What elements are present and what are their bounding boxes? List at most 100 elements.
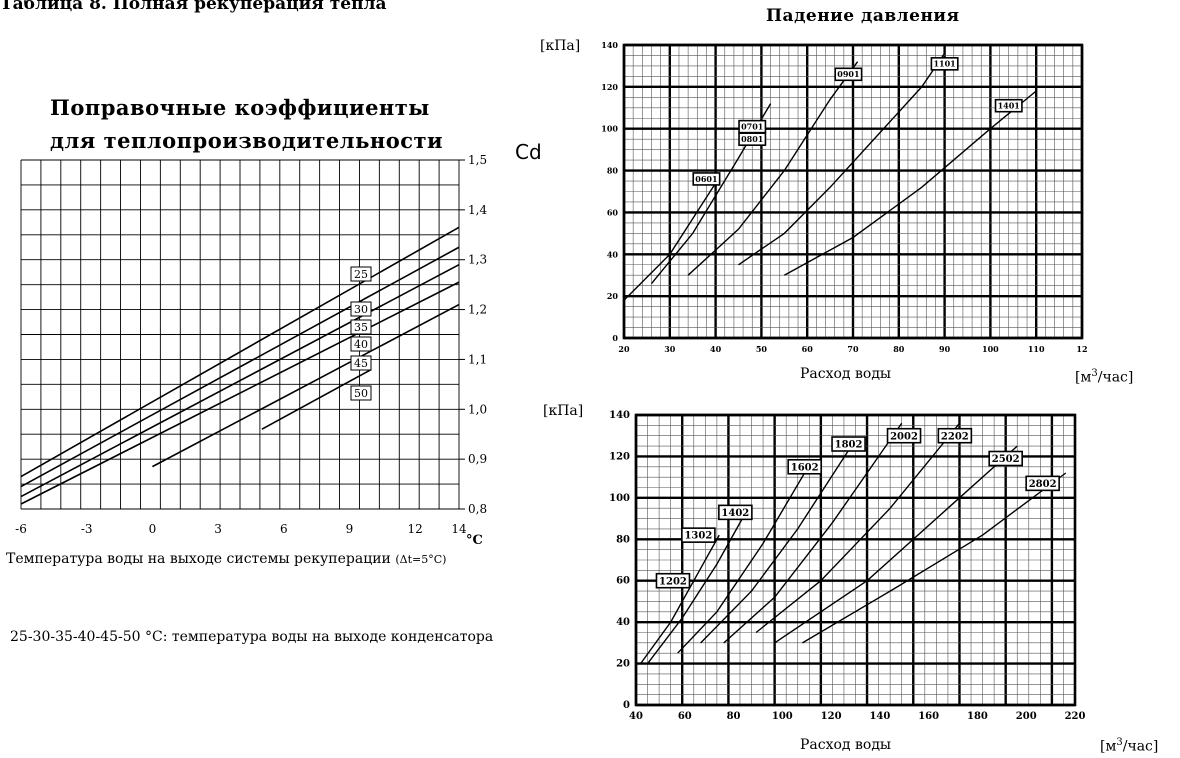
- bottom-series-line-2002: [755, 422, 961, 634]
- top-x-tick-label: 70: [847, 344, 859, 354]
- correction-chart-title-line2: для теплопроизводительности: [50, 128, 444, 153]
- top-series-label-box: [738, 132, 767, 146]
- series-label-50: 50: [354, 387, 368, 400]
- bottom-series-line-2502: [802, 472, 1067, 644]
- bottom-x-tick-label: 120: [821, 711, 842, 722]
- top-x-tick-label: 110: [1028, 344, 1045, 354]
- bottom-series-label-box: [937, 427, 973, 444]
- bottom-series-label-2002: 2002: [890, 431, 918, 442]
- series-label-45: 45: [354, 357, 368, 370]
- bottom-series-label-box: [681, 527, 716, 543]
- bottom-y-tick-label: 140: [609, 410, 630, 421]
- bottom-series-label-2802: 2802: [1029, 479, 1057, 490]
- bottom-series-label-box: [886, 427, 922, 444]
- x-tick-label: 6: [280, 522, 288, 536]
- bottom-x-tick-label: 80: [727, 711, 741, 722]
- series-label-box: [350, 319, 372, 335]
- top-x-tick-label: 60: [802, 344, 814, 354]
- x-tick-label: 12: [408, 522, 423, 536]
- x-unit-label: °C: [466, 533, 483, 548]
- top-series-line-0601: [623, 182, 717, 301]
- top-series-label-box: [692, 172, 721, 186]
- x-tick-label: 9: [346, 522, 354, 536]
- bottom-series-label-1602: 1602: [791, 462, 819, 473]
- bottom-x-tick-label: 180: [967, 711, 988, 722]
- series-label-30: 30: [354, 303, 368, 316]
- y-tick-label: 1,1: [468, 352, 487, 366]
- bottom-x-tick-label: 200: [1016, 711, 1037, 722]
- top-chart-x-unit: [м3/час]: [1075, 368, 1134, 386]
- bottom-series-label-box: [988, 450, 1023, 467]
- bottom-series-line-1302: [647, 518, 743, 665]
- top-series-label-0701: 0701: [741, 122, 763, 132]
- bottom-series-label-box: [831, 436, 866, 452]
- bottom-series-line-2202: [774, 445, 1018, 644]
- bottom-series-label-box: [1025, 475, 1060, 492]
- top-x-tick-label: 12: [1076, 344, 1087, 354]
- bottom-series-label-2502: 2502: [992, 454, 1020, 465]
- bottom-series-line-1802: [723, 422, 903, 644]
- correction-chart-x-label: Температура воды на выходе системы рекуп…: [6, 551, 447, 567]
- top-y-tick-label: 100: [601, 124, 618, 134]
- bottom-series-label-box: [718, 504, 753, 521]
- bottom-series-label-box: [787, 458, 822, 475]
- bottom-y-tick-label: 0: [623, 700, 630, 711]
- bottom-x-tick-label: 220: [1065, 711, 1086, 722]
- bottom-y-tick-label: 100: [609, 493, 630, 504]
- top-y-tick-label: 20: [607, 291, 619, 301]
- pressure-drop-title: Падение давления: [766, 6, 960, 26]
- bottom-chart-x-label: Расход воды: [800, 737, 892, 753]
- bottom-series-label-1202: 1202: [659, 576, 687, 587]
- bottom-plot-frame: [634, 413, 1077, 707]
- top-y-tick-label: 80: [607, 166, 619, 176]
- y-tick-label: 0,8: [468, 502, 487, 516]
- top-x-tick-label: 20: [618, 344, 630, 354]
- top-y-tick-label: 120: [601, 82, 618, 92]
- top-y-tick-label: 60: [607, 207, 619, 217]
- series-label-box: [350, 301, 372, 317]
- y-tick-label: 1,5: [468, 153, 487, 167]
- series-label-25: 25: [354, 268, 368, 281]
- top-x-tick-label: 50: [756, 344, 768, 354]
- bottom-series-line-1202: [640, 534, 720, 665]
- series-line-35: [20, 263, 460, 498]
- series-line-50: [261, 368, 372, 430]
- bottom-series-label-2202: 2202: [941, 431, 969, 442]
- top-series-label-box: [834, 67, 863, 82]
- top-chart-y-unit: [кПа]: [540, 38, 581, 54]
- series-label-box: [350, 385, 372, 401]
- bottom-chart-x-unit: [м3/час]: [1100, 737, 1159, 755]
- top-y-tick-label: 140: [601, 40, 618, 50]
- y-tick-label: 0,9: [468, 452, 487, 466]
- bottom-series-line-1402: [677, 468, 808, 654]
- series-label-box: [350, 266, 372, 282]
- y-tick-label: 1,4: [468, 203, 487, 217]
- bottom-x-tick-label: 160: [918, 711, 939, 722]
- bottom-series-label-1802: 1802: [835, 440, 863, 451]
- top-chart-x-label: Расход воды: [800, 366, 892, 382]
- top-series-label-0601: 0601: [695, 174, 717, 184]
- series-label-box: [350, 355, 372, 371]
- series-line-45: [152, 303, 460, 468]
- x-tick-label: -3: [81, 522, 93, 536]
- top-x-tick-label: 90: [939, 344, 951, 354]
- series-line-25: [20, 226, 460, 478]
- top-x-tick-label: 40: [710, 344, 722, 354]
- bottom-x-tick-label: 140: [869, 711, 890, 722]
- series-label-40: 40: [354, 338, 368, 351]
- bottom-y-tick-label: 120: [609, 451, 630, 462]
- top-y-tick-label: 40: [607, 249, 619, 259]
- bottom-series-line-1602: [700, 449, 850, 644]
- correction-chart-y-label: Cd: [515, 140, 542, 164]
- top-series-label-1101: 1101: [933, 59, 955, 69]
- bottom-series-label-1402: 1402: [721, 508, 749, 519]
- top-series-label-box: [930, 57, 959, 71]
- y-tick-label: 1,2: [468, 303, 487, 317]
- bottom-y-tick-label: 80: [616, 534, 630, 545]
- x-tick-label: -6: [15, 522, 27, 536]
- top-x-tick-label: 100: [982, 344, 999, 354]
- series-label-35: 35: [354, 321, 368, 334]
